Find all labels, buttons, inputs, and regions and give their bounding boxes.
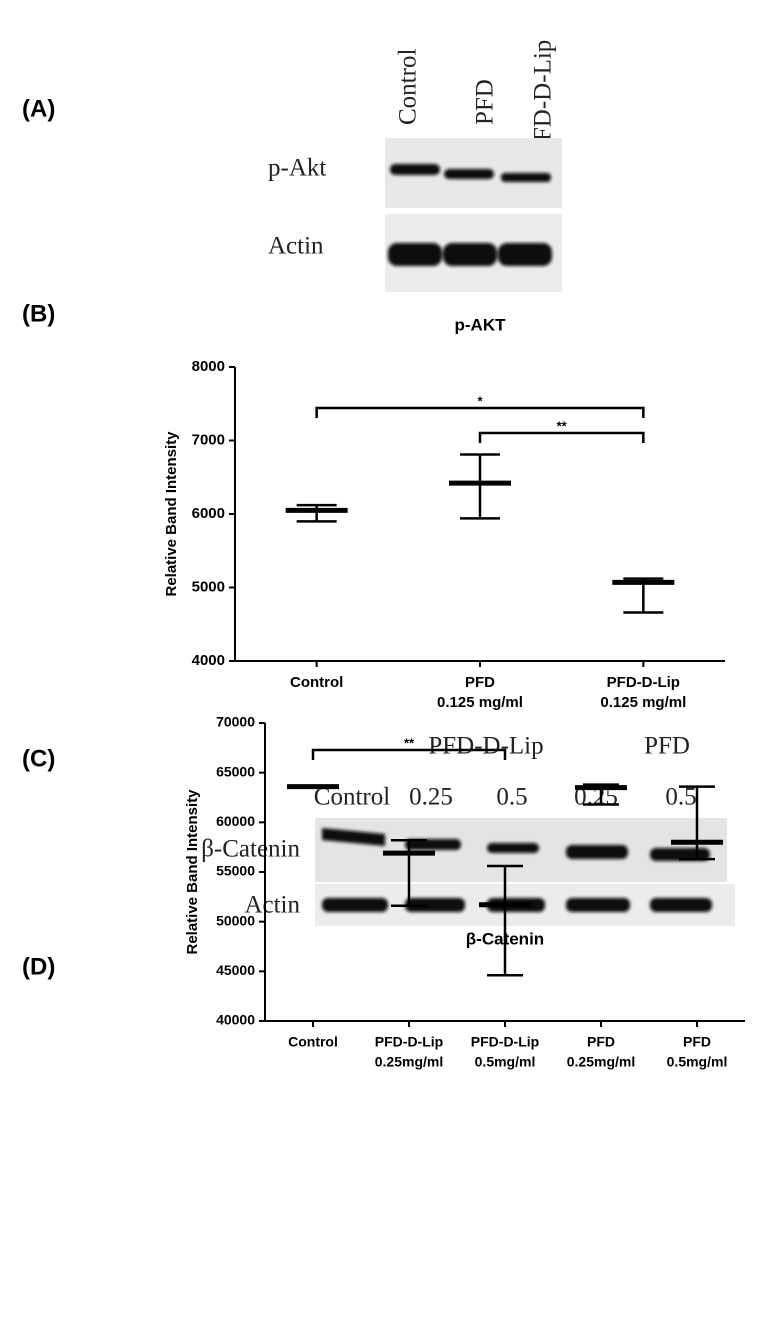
x-tick-sublabel: 0.125 mg/ml — [437, 694, 523, 711]
panel-label: (A) — [22, 95, 55, 122]
x-tick-sublabel: 0.125 mg/ml — [600, 694, 686, 711]
x-tick-sublabel: 0.25mg/ml — [567, 1054, 635, 1070]
y-tick-label: 55000 — [216, 863, 255, 879]
row-label: β-Catenin — [201, 836, 300, 863]
significance-label: * — [477, 393, 483, 408]
lane-label: Control — [395, 49, 422, 125]
significance-label: ** — [404, 735, 415, 750]
significance-bracket — [478, 431, 645, 443]
y-tick-label: 6000 — [192, 505, 225, 522]
lane-label: PFD — [472, 79, 499, 125]
x-tick-label: PFD-D-Lip — [471, 1034, 539, 1050]
lane-label: PFD-D-Lip — [530, 40, 557, 155]
x-tick-label: Control — [290, 674, 343, 691]
y-tick-label: 45000 — [216, 962, 255, 978]
row-label: Actin — [268, 233, 324, 260]
y-tick-label: 5000 — [192, 578, 225, 595]
y-tick-label: 40000 — [216, 1012, 255, 1028]
lane-label: 0.5 — [665, 784, 696, 811]
x-tick-label: PFD-D-Lip — [607, 674, 680, 691]
y-axis-label: Relative Band Intensity — [163, 431, 180, 597]
x-tick-label: PFD — [683, 1034, 711, 1050]
significance-bracket — [315, 406, 645, 418]
y-axis-label: Relative Band Intensity — [184, 789, 201, 955]
x-tick-label: PFD-D-Lip — [375, 1034, 443, 1050]
x-tick-label: PFD — [587, 1034, 615, 1050]
x-tick-sublabel: 0.5mg/ml — [667, 1054, 728, 1070]
group-label: PFD-D-Lip — [428, 733, 543, 760]
row-label: p-Akt — [268, 155, 326, 182]
significance-label: ** — [557, 418, 568, 433]
significance-bracket — [311, 748, 507, 760]
panel-label: (B) — [22, 300, 55, 327]
y-tick-label: 70000 — [216, 714, 255, 730]
y-tick-label: 50000 — [216, 912, 255, 928]
y-tick-label: 7000 — [192, 431, 225, 448]
chart-title: p-AKT — [455, 315, 507, 334]
y-tick-label: 60000 — [216, 813, 255, 829]
x-tick-label: Control — [288, 1034, 338, 1050]
lane-label: 0.25 — [409, 784, 453, 811]
panel-label: (C) — [22, 745, 55, 772]
x-tick-sublabel: 0.25mg/ml — [375, 1054, 443, 1070]
blot — [385, 138, 562, 292]
panel-label: (D) — [22, 953, 55, 980]
y-tick-label: 4000 — [192, 652, 225, 669]
x-tick-label: PFD — [465, 674, 495, 691]
y-tick-label: 8000 — [192, 358, 225, 375]
lane-label: 0.5 — [496, 784, 527, 811]
row-label: Actin — [244, 892, 300, 919]
group-label: PFD — [644, 733, 690, 760]
x-tick-sublabel: 0.5mg/ml — [475, 1054, 536, 1070]
y-tick-label: 65000 — [216, 763, 255, 779]
blot — [315, 818, 735, 926]
